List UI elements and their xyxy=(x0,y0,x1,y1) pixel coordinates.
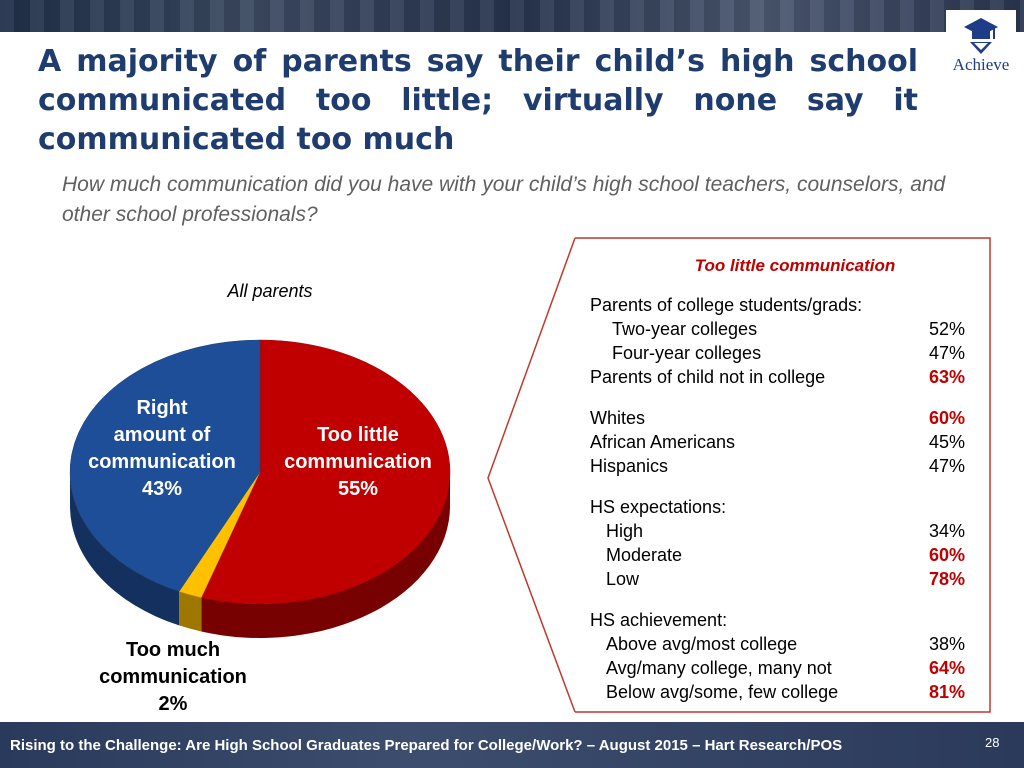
breakdown-row: High 34% xyxy=(590,519,965,543)
row-label: Parents of college students/grads: xyxy=(590,295,863,315)
row-label: Below avg/some, few college xyxy=(606,682,839,702)
row-label: Parents of child not in college xyxy=(590,367,826,387)
page-title: A majority of parents say their child’s … xyxy=(38,44,918,157)
row-label: Moderate xyxy=(606,545,683,565)
row-value: 52% xyxy=(928,319,965,339)
breakdown-row: African Americans 45% xyxy=(590,430,965,454)
breakdown-row: Whites 60% xyxy=(590,406,965,430)
breakdown-row: Moderate 60% xyxy=(590,543,965,567)
header-photo-band xyxy=(0,0,1024,32)
row-value: 60% xyxy=(928,408,965,428)
row-value: 47% xyxy=(928,343,965,363)
pie-side-0 xyxy=(201,472,450,639)
graduation-cap-icon xyxy=(964,18,998,54)
row-label: Hispanics xyxy=(590,456,669,476)
breakdown-row: Two-year colleges 52% xyxy=(590,317,965,341)
pie-slice-0 xyxy=(200,339,451,605)
breakdown-title: Too little communication xyxy=(694,256,896,275)
row-label: Whites xyxy=(590,408,646,428)
row-label: Avg/many college, many not xyxy=(606,658,832,678)
pie-title: All parents xyxy=(227,281,313,301)
row-value: 64% xyxy=(928,658,965,678)
pie-side-1 xyxy=(179,591,202,632)
breakdown-row: Parents of college students/grads: xyxy=(590,293,965,317)
row-value: 47% xyxy=(928,456,965,476)
survey-question: How much communication did you have with… xyxy=(62,173,946,226)
row-label: Above avg/most college xyxy=(606,634,798,654)
achieve-logo: Achieve xyxy=(946,10,1016,76)
breakdown-row: HS achievement: xyxy=(590,608,965,632)
row-value: 45% xyxy=(928,432,965,452)
row-value: 34% xyxy=(928,521,965,541)
breakdown-row: Below avg/some, few college 81% xyxy=(590,680,965,704)
row-value: 81% xyxy=(928,682,965,702)
row-label: Low xyxy=(606,569,640,589)
callout-outline xyxy=(487,237,991,713)
slice-label-right-amount: Right amount of communication 43% xyxy=(88,397,236,500)
page-number: 28 xyxy=(985,735,1000,750)
breakdown-row: Above avg/most college 38% xyxy=(590,632,965,656)
breakdown-row: Four-year colleges 47% xyxy=(590,341,965,365)
row-label: Four-year colleges xyxy=(612,343,762,363)
breakdown-row: HS expectations: xyxy=(590,495,965,519)
row-value: 63% xyxy=(928,367,965,387)
row-value: 60% xyxy=(928,545,965,565)
pie-slice-2 xyxy=(69,339,261,592)
row-label: Two-year colleges xyxy=(612,319,758,339)
footer-bar xyxy=(0,722,1024,768)
breakdown-row: Avg/many college, many not 64% xyxy=(590,656,965,680)
logo-text: Achieve xyxy=(952,55,1010,74)
source-note: Rising to the Challenge: Are High School… xyxy=(10,737,843,754)
row-value: 78% xyxy=(928,569,965,589)
breakdown-row: Low 78% xyxy=(590,567,965,591)
pie-chart xyxy=(69,339,451,639)
slice-label-too-much: Too much communication 2% xyxy=(99,639,247,715)
row-label: HS expectations: xyxy=(590,497,727,517)
breakdown-row: Hispanics 47% xyxy=(590,454,965,478)
row-label: African Americans xyxy=(590,432,736,452)
pie-side-2 xyxy=(70,472,180,626)
row-value: 38% xyxy=(928,634,965,654)
breakdown-row: Parents of child not in college 63% xyxy=(590,365,965,389)
row-label: HS achievement: xyxy=(590,610,728,630)
row-label: High xyxy=(606,521,644,541)
slice-label-too-little: Too little communication 55% xyxy=(284,424,432,500)
